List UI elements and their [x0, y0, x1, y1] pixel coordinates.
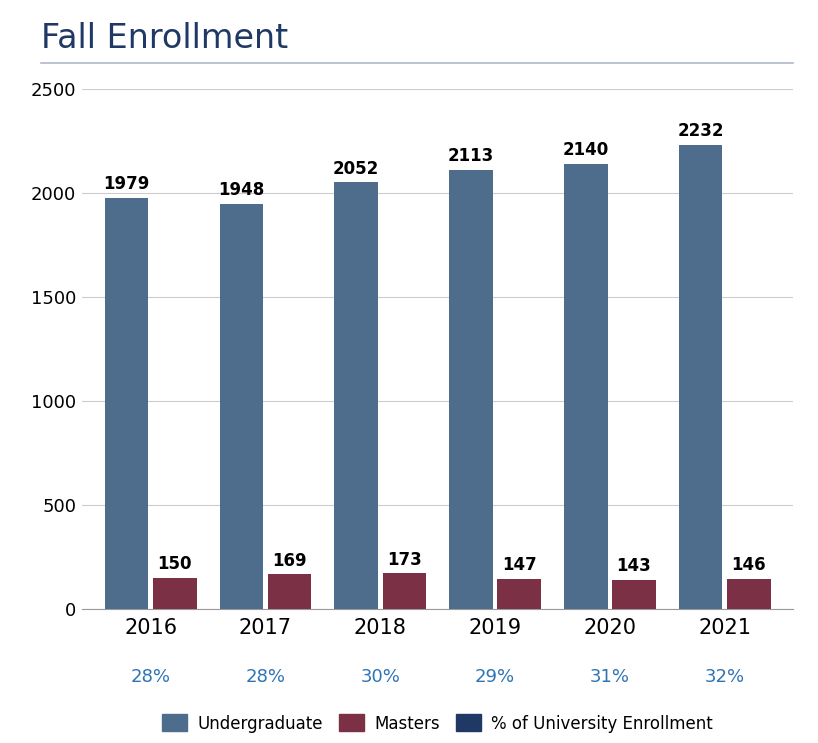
Text: 146: 146: [731, 557, 766, 574]
Legend: Undergraduate, Masters, % of University Enrollment: Undergraduate, Masters, % of University …: [154, 706, 721, 741]
Bar: [679, 145, 722, 609]
Bar: [612, 580, 656, 609]
Bar: [267, 574, 312, 609]
Text: 2052: 2052: [333, 160, 380, 178]
Text: 30%: 30%: [360, 668, 400, 686]
Text: 2113: 2113: [447, 147, 494, 165]
Text: 147: 147: [501, 556, 537, 574]
Bar: [383, 574, 426, 609]
Text: 1979: 1979: [103, 175, 150, 193]
Bar: [449, 169, 492, 609]
Bar: [497, 579, 541, 609]
Text: 150: 150: [158, 556, 192, 574]
Bar: [105, 198, 148, 609]
Text: 2232: 2232: [677, 123, 724, 140]
Text: 32%: 32%: [704, 668, 744, 686]
Bar: [564, 164, 608, 609]
Text: 169: 169: [272, 551, 307, 570]
Bar: [335, 182, 378, 609]
Text: 28%: 28%: [131, 668, 171, 686]
Bar: [153, 578, 196, 609]
Bar: [727, 579, 771, 609]
Text: 28%: 28%: [245, 668, 285, 686]
Text: 173: 173: [387, 551, 422, 568]
Text: Fall Enrollment: Fall Enrollment: [41, 22, 288, 55]
Text: 29%: 29%: [475, 668, 515, 686]
Text: 1948: 1948: [218, 181, 264, 199]
Text: 143: 143: [617, 557, 651, 575]
Text: 2140: 2140: [563, 141, 609, 160]
Bar: [219, 204, 263, 609]
Text: 31%: 31%: [590, 668, 630, 686]
